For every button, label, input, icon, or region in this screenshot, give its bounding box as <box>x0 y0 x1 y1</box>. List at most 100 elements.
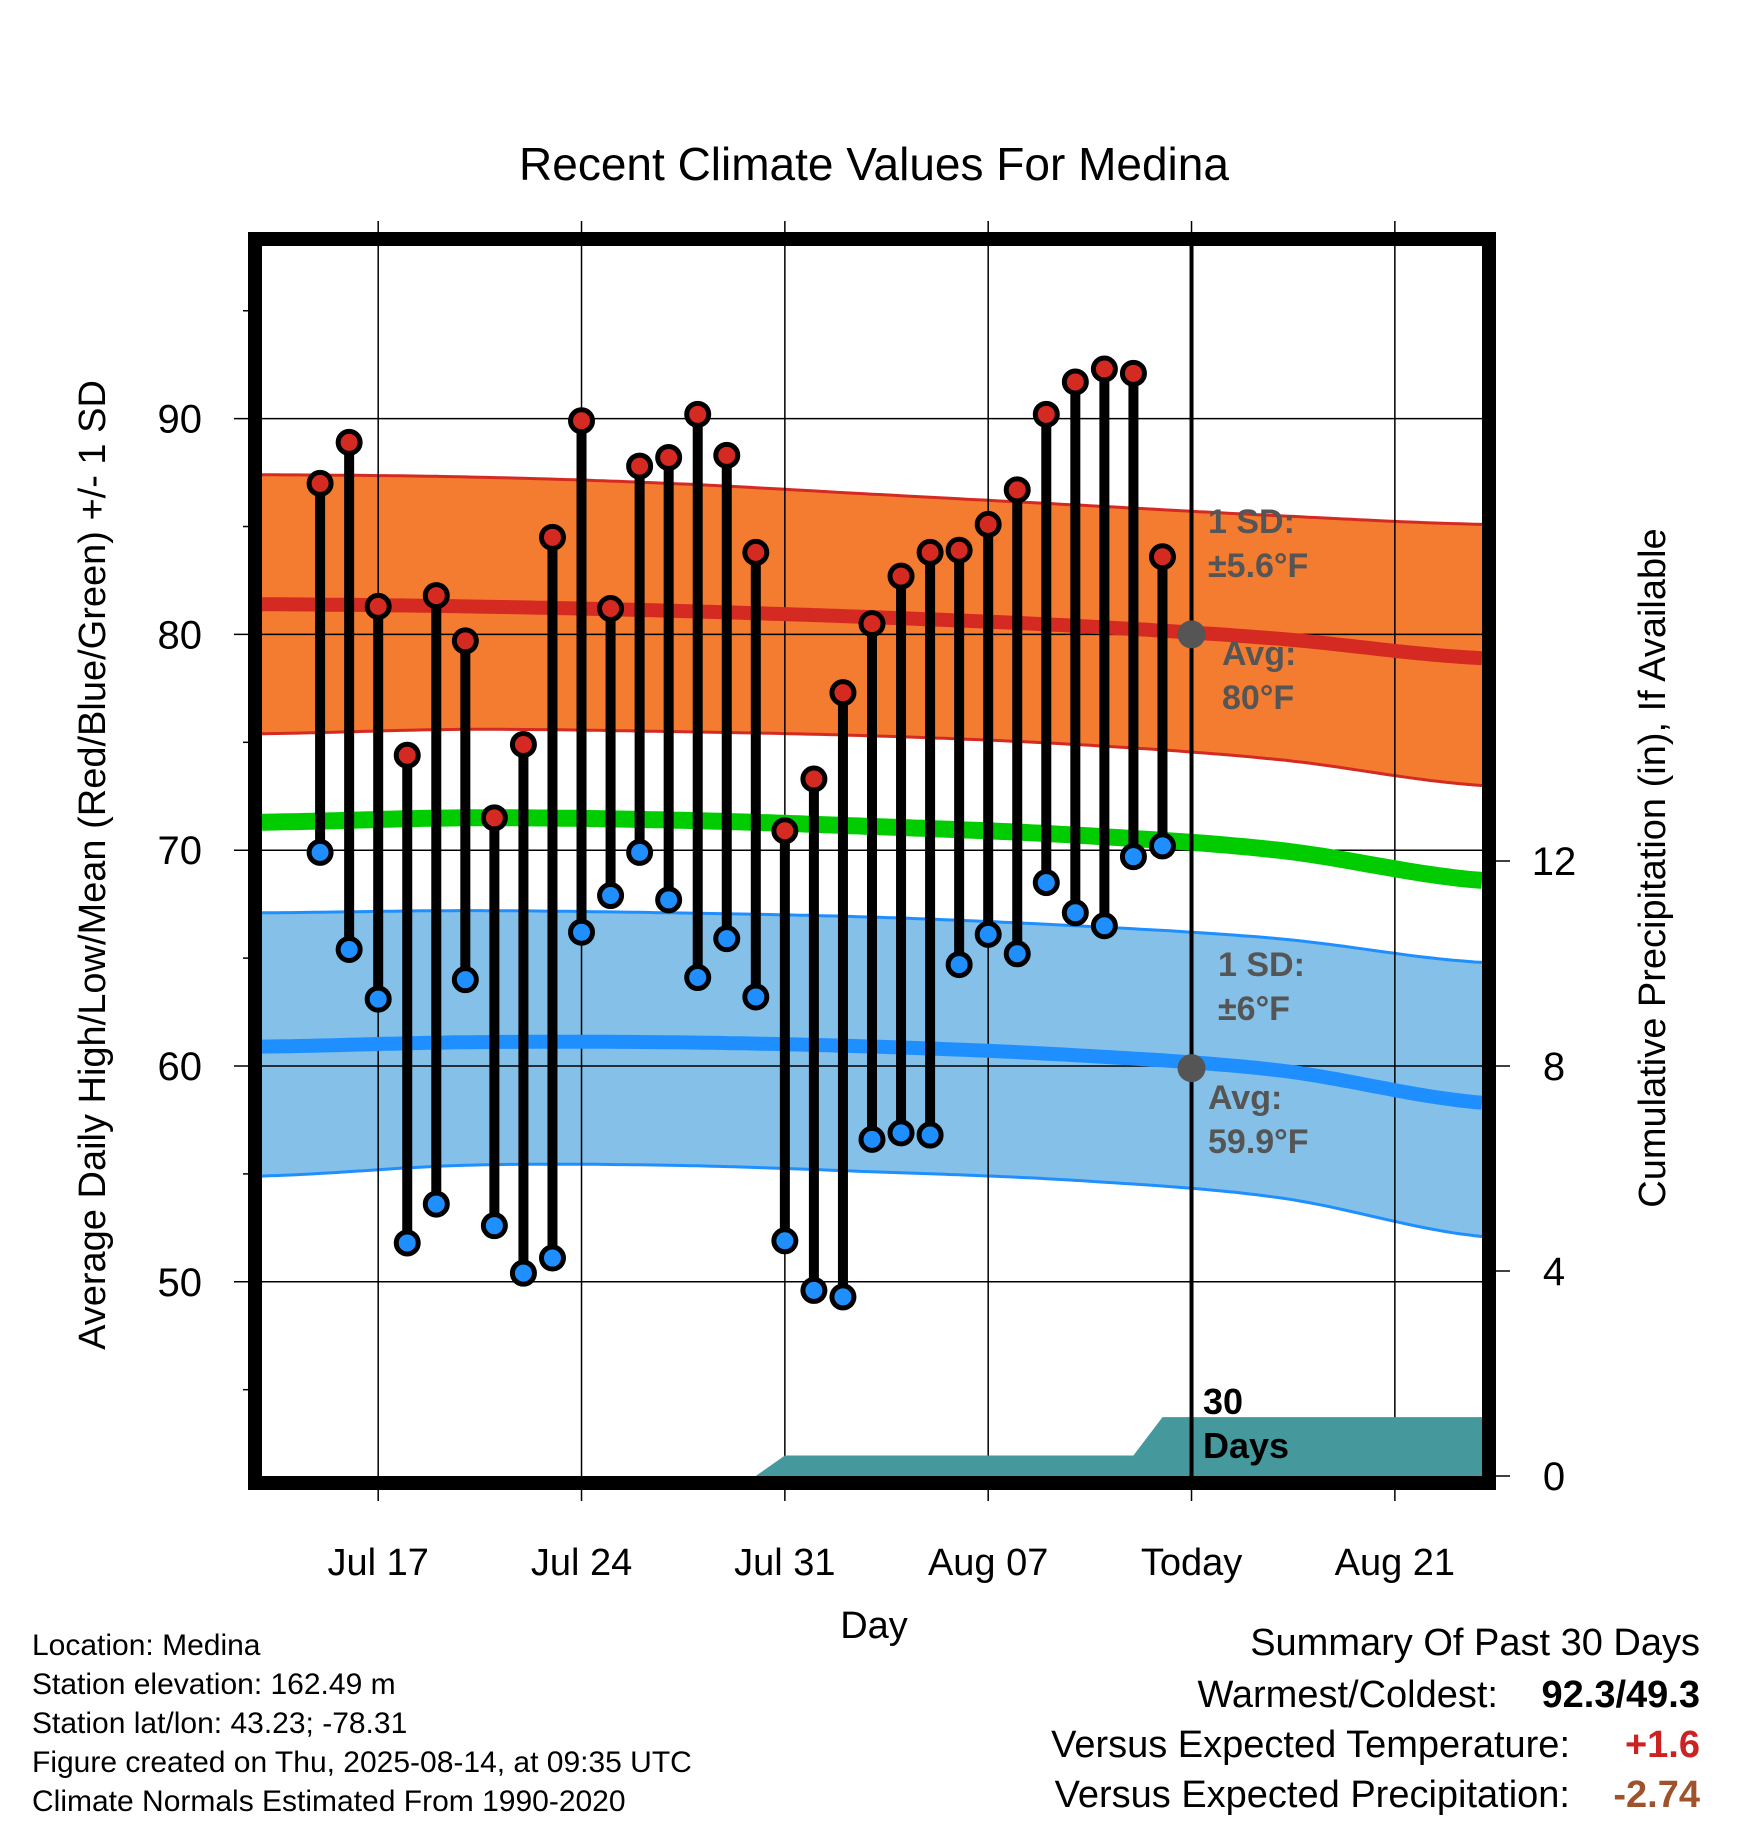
low-temp-point <box>684 964 712 992</box>
low-temp-point <box>1003 940 1031 968</box>
low-avg-annotation: Avg: 59.9°F <box>1208 1079 1309 1161</box>
high-temp-point <box>538 523 566 551</box>
low-temp-point <box>1090 912 1118 940</box>
y-tick-label: 80 <box>158 613 203 657</box>
low-temp-point <box>829 1283 857 1311</box>
low-sd-lower-line <box>261 1162 1483 1238</box>
low-temp-point <box>858 1125 886 1153</box>
y2-tick-label: 8 <box>1543 1045 1565 1089</box>
x-tick-label: Jul 17 <box>327 1542 428 1584</box>
high-sd-upper-line <box>261 473 1483 526</box>
y-tick-label: 60 <box>158 1045 203 1089</box>
low-temp-point <box>742 983 770 1011</box>
x-tick-label: Today <box>1141 1542 1242 1584</box>
low-temp-point <box>1032 869 1060 897</box>
high-temp-point <box>858 610 886 638</box>
chart-title: Recent Climate Values For Medina <box>519 138 1229 190</box>
low-temp-point <box>509 1259 537 1287</box>
high-temp-point <box>1032 400 1060 428</box>
station-info: Location: Medina Station elevation: 162.… <box>32 1626 692 1821</box>
temp-value: +1.6 <box>1624 1724 1700 1766</box>
low-temp-point <box>771 1227 799 1255</box>
high-temp-point <box>742 538 770 566</box>
today-high-normal-marker <box>1177 620 1206 649</box>
info-created: Figure created on Thu, 2025-08-14, at 09… <box>32 1746 692 1779</box>
high-temp-point <box>626 452 654 480</box>
precip-value: -2.74 <box>1613 1774 1700 1816</box>
high-temp-point <box>713 441 741 469</box>
precip-area <box>262 1417 1482 1476</box>
low-temp-point <box>945 951 973 979</box>
summary-title: Summary Of Past 30 Days <box>1250 1622 1700 1664</box>
low-temp-point <box>538 1244 566 1272</box>
x-tick-label: Aug 07 <box>928 1542 1048 1584</box>
temp-label: Versus Expected Temperature: <box>1051 1724 1570 1766</box>
low-temp-point <box>335 935 363 963</box>
high-temp-point <box>451 627 479 655</box>
high-temp-point <box>887 562 915 590</box>
window-label: 30 Days <box>1203 1381 1289 1466</box>
low-temp-point <box>655 886 683 914</box>
low-temp-point <box>422 1190 450 1218</box>
high-sd-annotation: 1 SD: ±5.6°F <box>1208 503 1308 585</box>
high-temp-point <box>1119 359 1147 387</box>
high-temp-point <box>597 595 625 623</box>
high-temp-point <box>771 817 799 845</box>
high-temp-point <box>364 592 392 620</box>
high-temp-point <box>422 582 450 610</box>
high-temp-point <box>306 469 334 497</box>
high-temp-point <box>655 443 683 471</box>
low-sd-annotation: 1 SD: ±6°F <box>1218 946 1305 1028</box>
high-temp-point <box>684 400 712 428</box>
warmest-value: 92.3/49.3 <box>1541 1674 1700 1716</box>
high-temp-point <box>974 510 1002 538</box>
high-temp-point <box>916 538 944 566</box>
high-temp-point <box>509 730 537 758</box>
low-temp-point <box>1061 899 1089 927</box>
low-temp-point <box>568 918 596 946</box>
x-tick-label: Jul 24 <box>531 1542 632 1584</box>
high-temp-point <box>568 407 596 435</box>
today-low-normal-marker <box>1177 1054 1206 1083</box>
low-temp-point <box>480 1212 508 1240</box>
y2-tick-label: 0 <box>1543 1455 1565 1499</box>
x-axis-label: Day <box>840 1605 908 1647</box>
info-normals: Climate Normals Estimated From 1990-2020 <box>32 1785 626 1818</box>
high-temp-point <box>335 428 363 456</box>
y-tick-label: 70 <box>158 829 203 873</box>
low-temp-point <box>451 966 479 994</box>
low-temp-point <box>916 1121 944 1149</box>
x-tick-label: Jul 31 <box>734 1542 835 1584</box>
high-temp-point <box>1061 368 1089 396</box>
y-axis-label: Average Daily High/Low/Mean (Red/Blue/Gr… <box>72 380 114 1350</box>
low-temp-point <box>597 882 625 910</box>
high-avg-annotation: Avg: 80°F <box>1222 635 1296 717</box>
x-tick-label: Aug 21 <box>1335 1542 1455 1584</box>
y-tick-label: 90 <box>158 398 203 442</box>
low-temp-point <box>306 838 334 866</box>
low-temp-point <box>800 1276 828 1304</box>
high-temp-point <box>945 536 973 564</box>
high-temp-point <box>393 741 421 769</box>
low-temp-point <box>393 1229 421 1257</box>
low-temp-point <box>626 838 654 866</box>
high-temp-point <box>1003 476 1031 504</box>
low-temp-point <box>974 920 1002 948</box>
high-temp-point <box>1148 543 1176 571</box>
high-temp-point <box>829 679 857 707</box>
high-temp-point <box>800 765 828 793</box>
warmest-label: Warmest/Coldest: <box>1197 1674 1498 1716</box>
low-temp-point <box>887 1119 915 1147</box>
high-temp-point <box>480 804 508 832</box>
low-temp-point <box>1148 832 1176 860</box>
y2-tick-label: 12 <box>1532 840 1577 884</box>
precip-label: Versus Expected Precipitation: <box>1054 1774 1570 1816</box>
low-temp-point <box>1119 843 1147 871</box>
info-location: Location: Medina <box>32 1629 261 1662</box>
y-tick-label: 50 <box>158 1261 203 1305</box>
low-temp-point <box>713 925 741 953</box>
y2-tick-label: 4 <box>1543 1250 1565 1294</box>
info-elevation: Station elevation: 162.49 m <box>32 1668 396 1701</box>
high-temp-point <box>1090 355 1118 383</box>
